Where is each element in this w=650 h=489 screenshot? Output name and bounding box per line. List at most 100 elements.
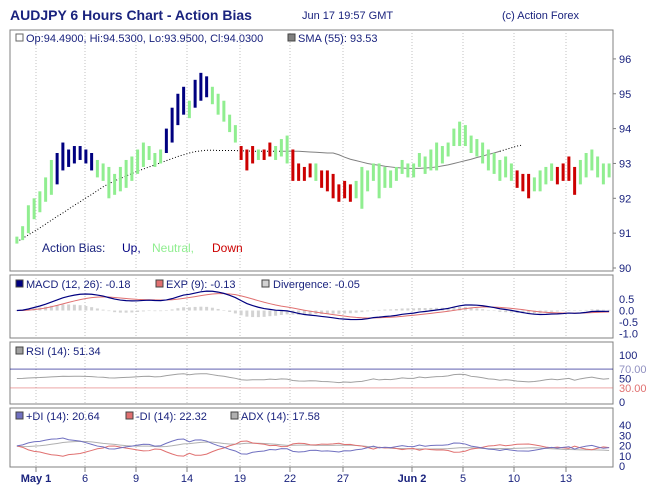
indicator-tick-label: 30	[619, 430, 631, 442]
sma-label: SMA (55): 93.53	[298, 33, 378, 45]
sma-line-dotted	[499, 144, 523, 152]
price-bar	[383, 166, 387, 188]
price-bar	[389, 170, 393, 188]
minus-di-line	[16, 440, 610, 457]
divergence-bar	[210, 307, 214, 311]
price-axis: 96 95 94 93 92 91 90	[613, 54, 631, 275]
divergence-bar	[601, 309, 605, 311]
divergence-bar	[147, 310, 151, 312]
adx-legend-swatch	[230, 411, 239, 420]
divergence-bar	[596, 309, 600, 311]
price-bar	[90, 153, 94, 171]
price-bar	[199, 72, 203, 101]
price-bar	[274, 146, 278, 160]
price-bar	[532, 177, 536, 192]
price-bar	[504, 156, 508, 178]
divergence-bar	[182, 307, 186, 311]
indicator-tick-label: 70.00	[619, 364, 647, 376]
price-bar	[38, 191, 42, 213]
divergence-bar	[446, 307, 450, 311]
divergence-bar	[118, 310, 122, 313]
divergence-bar	[486, 310, 490, 311]
price-bar	[578, 159, 582, 185]
divergence-bar	[251, 310, 255, 318]
sma-series	[16, 144, 523, 243]
price-bar	[21, 226, 25, 241]
divergence-bar	[90, 307, 94, 311]
price-bar	[228, 114, 232, 133]
divergence-bar	[159, 310, 163, 312]
divergence-bar	[101, 309, 105, 311]
price-bar	[337, 184, 341, 202]
divergence-label: Divergence: -0.05	[273, 279, 360, 291]
divergence-bar	[366, 310, 370, 312]
price-bar	[366, 170, 370, 192]
price-bar	[596, 156, 600, 178]
divergence-bar	[394, 309, 398, 311]
divergence-bar	[590, 309, 594, 311]
minus-di-label: -DI (14): 22.32	[136, 411, 207, 423]
price-bar	[297, 163, 301, 181]
divergence-bar	[348, 310, 352, 314]
divergence-bar	[256, 310, 260, 318]
price-bar	[354, 180, 358, 199]
price-bar	[325, 170, 329, 192]
divergence-bar	[469, 307, 473, 311]
price-bar	[187, 100, 191, 119]
divergence-bar	[607, 309, 611, 311]
divergence-bar	[417, 307, 421, 311]
price-bar	[210, 86, 214, 105]
divergence-bar	[331, 310, 335, 314]
divergence-bar	[136, 310, 140, 312]
price-bar	[49, 159, 53, 195]
divergence-bar	[44, 306, 48, 311]
date-tick-label: May 1	[21, 473, 52, 485]
price-bar	[538, 170, 542, 192]
price-bar	[113, 173, 117, 195]
price-bar	[61, 142, 65, 171]
price-bar	[521, 173, 525, 192]
divergence-bar	[274, 310, 278, 316]
date-tick-label: 9	[133, 473, 139, 485]
divergence-bar	[61, 304, 65, 311]
indicator-tick-label: 0	[619, 397, 625, 409]
price-bar	[239, 146, 243, 160]
date-tick-label: Jun 2	[398, 473, 427, 485]
rsi-panel	[9, 341, 614, 405]
price-bar	[153, 153, 157, 167]
divergence-bar	[141, 310, 145, 312]
exp-label: EXP (9): -0.13	[166, 279, 236, 291]
divergence-bar	[532, 310, 536, 314]
date-tick-label: 14	[181, 473, 193, 485]
macd-series	[15, 290, 611, 321]
price-bar	[481, 142, 485, 164]
divergence-bar	[245, 310, 249, 317]
divergence-bar	[354, 310, 358, 313]
price-tick-label: 96	[619, 54, 631, 66]
price-bar	[331, 173, 335, 199]
price-bar	[417, 153, 421, 167]
price-bar	[360, 166, 364, 209]
plus-di-legend-swatch	[15, 411, 24, 420]
price-bar	[584, 153, 588, 178]
price-bar	[233, 125, 237, 143]
price-bar	[429, 149, 433, 171]
sma-legend-swatch	[287, 33, 296, 42]
vertical-gridlines	[35, 30, 567, 467]
price-tick-label: 92	[619, 193, 631, 205]
bias-legend-up: Up,	[122, 241, 141, 255]
price-bar	[527, 173, 531, 199]
divergence-bar	[285, 310, 289, 315]
price-bar	[107, 166, 111, 199]
macd-label: MACD (12, 26): -0.18	[26, 279, 131, 291]
divergence-bar	[84, 306, 88, 311]
price-bar	[256, 149, 260, 160]
price-tick-label: 95	[619, 89, 631, 101]
divergence-bar	[15, 310, 19, 312]
divergence-bar	[360, 310, 364, 313]
divergence-bar	[170, 309, 174, 311]
divergence-bar	[550, 310, 554, 312]
divergence-bar	[164, 310, 168, 311]
divergence-bar	[400, 308, 404, 311]
